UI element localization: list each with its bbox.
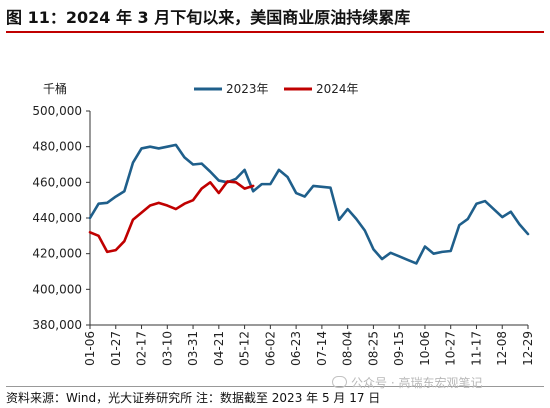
x-axis: 01-06 01-27 02-17 03-10 03-31 04-21 05-12 06-02… [83,324,535,366]
x-tick-label: 09-15 [392,331,406,366]
y-tick-label: 500,000 [32,104,82,118]
chart-title: 图 11：2024 年 3 月下旬以来，美国商业原油持续累库 [6,8,411,27]
x-tick-label: 01-06 [83,331,97,366]
x-tick-label: 12-29 [521,331,535,366]
y-tick-label: 380,000 [32,318,82,332]
title-underline [6,31,544,33]
x-tick-label: 03-31 [186,331,200,366]
series-line-2023 [88,143,530,265]
x-tick-label: 02-17 [135,331,149,366]
x-tick-label: 11-17 [469,331,483,366]
y-axis-unit: 千桶 [43,81,67,96]
source-note: 资料来源：Wind，光大证券研究所 注：数据截至 2023 年 5 月 17 日 [6,391,381,405]
y-axis: 380,000 400,000 420,000 440,000 460,000 480,0… [32,104,91,332]
x-tick-label: 10-27 [444,331,458,366]
x-tick-label: 05-12 [238,331,252,366]
legend-label-2024: 2024年 [316,82,359,96]
y-tick-label: 420,000 [32,247,82,261]
x-tick-label: 03-10 [160,331,174,366]
wechat-icon [332,376,347,388]
series-line-2024 [88,180,255,254]
x-tick-label: 08-04 [341,331,355,366]
x-tick-label: 01-27 [109,331,123,366]
x-tick-label: 10-06 [418,331,432,366]
y-tick-label: 400,000 [32,282,82,296]
x-tick-label: 06-23 [289,331,303,366]
x-tick-label: 07-14 [315,331,329,366]
x-tick-label: 12-08 [495,331,509,366]
watermark-text: 公众号 · 高瑞东宏观笔记 [351,376,483,390]
x-tick-label: 06-02 [263,331,277,366]
y-tick-label: 460,000 [32,175,82,189]
y-tick-label: 440,000 [32,211,82,225]
series-layer [88,143,530,265]
line-chart: 2023年 2024年 千桶 380,000 400,000 420,000 440,… [32,81,535,366]
x-tick-label: 08-25 [366,331,380,366]
legend-label-2023: 2023年 [226,82,269,96]
legend: 2023年 2024年 [194,82,359,96]
y-tick-label: 480,000 [32,140,82,154]
x-tick-label: 04-21 [212,331,226,366]
watermark: 公众号 · 高瑞东宏观笔记 [332,374,482,391]
footer-rule [6,386,544,387]
